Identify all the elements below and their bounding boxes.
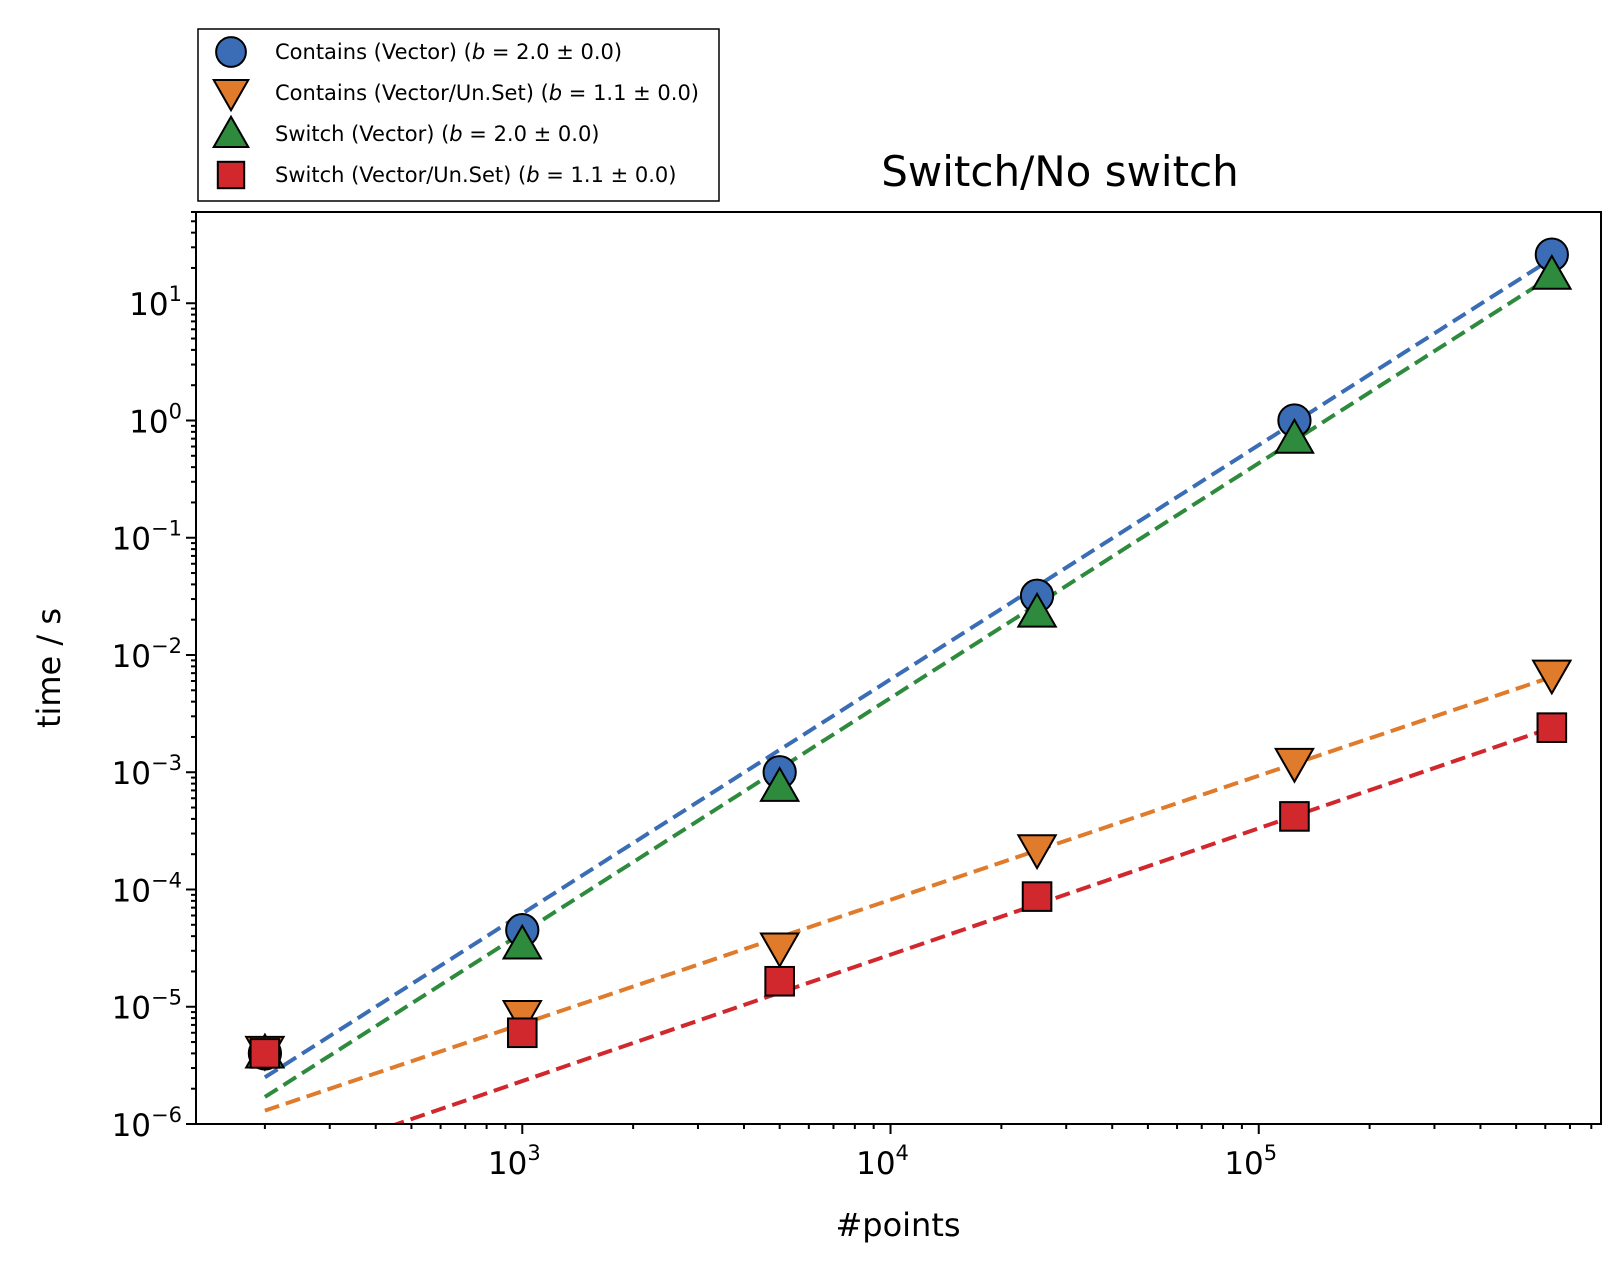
data-point-3-1 — [506, 1017, 538, 1049]
fit-line-1 — [264, 675, 1553, 1113]
y-tick-label: 10−2 — [112, 634, 182, 675]
x-tick-label: 103 — [488, 1141, 541, 1182]
y-tick-label: 10−6 — [112, 1103, 182, 1144]
data-point-3-5 — [1536, 712, 1568, 743]
x-tick-label: 104 — [856, 1141, 909, 1182]
y-tick-label: 10−4 — [112, 868, 182, 909]
y-tick-label: 10−3 — [112, 751, 182, 792]
data-point-2-5 — [1531, 254, 1573, 290]
y-tick-label: 100 — [129, 399, 182, 440]
plot-frame — [195, 211, 1602, 1125]
y-tick-label: 10−5 — [112, 986, 182, 1027]
x-tick-label: 105 — [1224, 1141, 1277, 1182]
fit-line-0 — [263, 256, 1553, 1080]
fit-line-2 — [263, 274, 1553, 1099]
data-point-1-5 — [1531, 659, 1573, 696]
legend-marker-0 — [215, 36, 247, 68]
data-point-2-4 — [1273, 417, 1315, 454]
legend-entry-3: Switch (Vector/Un.Set) (b = 1.1 ± 0.0) — [216, 160, 676, 190]
data-point-1-3 — [1016, 834, 1058, 871]
data-point-3-2 — [764, 965, 795, 997]
y-tick-label: 101 — [129, 282, 182, 323]
data-points — [244, 237, 1573, 1072]
legend-label-1: Contains (Vector/Un.Set) (b = 1.1 ± 0.0) — [275, 81, 699, 105]
x-ticks: 103 104 105 — [263, 1124, 1593, 1182]
data-point-3-3 — [1021, 881, 1053, 912]
fit-lines — [263, 256, 1553, 1124]
legend-marker-2 — [211, 114, 251, 148]
legend: Contains (Vector) (b = 2.0 ± 0.0) Contain… — [197, 28, 720, 202]
legend-marker-1 — [211, 79, 251, 113]
data-point-2-3 — [1016, 591, 1058, 628]
legend-entry-2: Switch (Vector) (b = 2.0 ± 0.0) — [211, 114, 600, 148]
x-axis-label: #points — [835, 1206, 960, 1244]
data-point-1-2 — [759, 932, 801, 969]
data-point-3-0 — [249, 1038, 281, 1069]
legend-box — [197, 28, 720, 202]
legend-label-0: Contains (Vector) (b = 2.0 ± 0.0) — [275, 40, 622, 64]
chart-title: Switch/No switch — [881, 147, 1239, 196]
fit-line-3 — [391, 725, 1553, 1124]
legend-label-3: Switch (Vector/Un.Set) (b = 1.1 ± 0.0) — [275, 163, 676, 187]
y-axis-label: time / s — [30, 608, 68, 728]
legend-entry-1: Contains (Vector/Un.Set) (b = 1.1 ± 0.0) — [211, 79, 699, 113]
y-tick-label: 10−1 — [112, 517, 182, 558]
data-point-1-4 — [1273, 747, 1315, 784]
legend-marker-3 — [216, 160, 246, 190]
data-point-2-2 — [759, 766, 801, 802]
data-point-1-1 — [501, 999, 543, 1036]
data-point-3-4 — [1279, 801, 1310, 832]
data-point-2-1 — [501, 923, 543, 960]
legend-entry-0: Contains (Vector) (b = 2.0 ± 0.0) — [215, 36, 622, 68]
legend-label-2: Switch (Vector) (b = 2.0 ± 0.0) — [275, 122, 600, 146]
y-ticks: 101 100 10−1 10−2 10−3 10−4 10−5 10−6 — [112, 211, 196, 1144]
